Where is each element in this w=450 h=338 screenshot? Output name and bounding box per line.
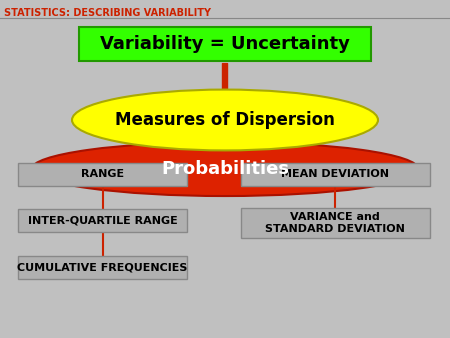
FancyBboxPatch shape: [241, 208, 430, 238]
Text: Variability = Uncertainty: Variability = Uncertainty: [100, 35, 350, 53]
Text: MEAN DEVIATION: MEAN DEVIATION: [281, 169, 389, 179]
Text: Measures of Dispersion: Measures of Dispersion: [115, 111, 335, 129]
FancyBboxPatch shape: [18, 256, 187, 279]
Text: RANGE: RANGE: [81, 169, 124, 179]
Text: Probabilities: Probabilities: [161, 160, 289, 178]
Text: VARIANCE and
STANDARD DEVIATION: VARIANCE and STANDARD DEVIATION: [266, 212, 405, 234]
FancyBboxPatch shape: [18, 209, 187, 232]
Ellipse shape: [32, 142, 419, 196]
Text: CUMULATIVE FREQUENCIES: CUMULATIVE FREQUENCIES: [17, 262, 188, 272]
FancyBboxPatch shape: [18, 163, 187, 186]
FancyBboxPatch shape: [79, 27, 371, 61]
Text: INTER-QUARTILE RANGE: INTER-QUARTILE RANGE: [27, 215, 177, 225]
FancyBboxPatch shape: [241, 163, 430, 186]
Ellipse shape: [72, 90, 378, 150]
Text: STATISTICS: DESCRIBING VARIABILITY: STATISTICS: DESCRIBING VARIABILITY: [4, 8, 211, 19]
